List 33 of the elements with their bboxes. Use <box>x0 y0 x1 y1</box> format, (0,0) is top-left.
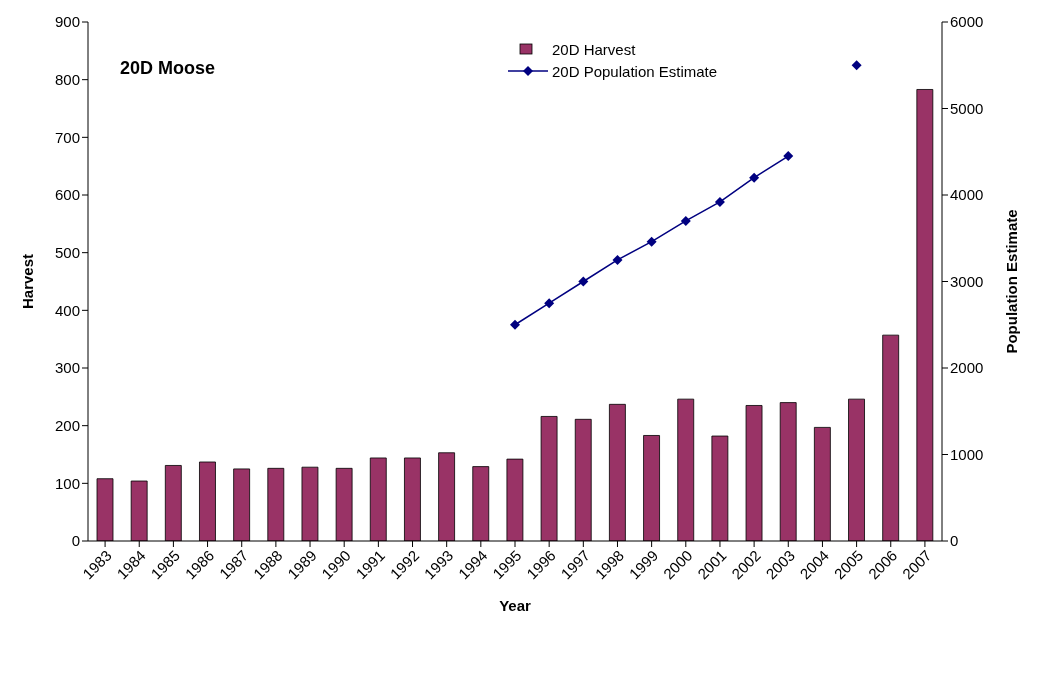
point <box>783 151 794 162</box>
point <box>612 254 623 265</box>
y-tick-label: 300 <box>54 359 80 377</box>
point <box>714 196 725 207</box>
y2-tick-label: 3000 <box>950 272 984 290</box>
y2-tick-label: 4000 <box>950 186 984 204</box>
y-tick-label: 900 <box>54 13 80 31</box>
y-tick-label: 500 <box>54 243 80 261</box>
text: 20D Moose <box>120 58 216 79</box>
legend-label: 20D Population Estimate <box>552 62 718 80</box>
y2-tick-label: 6000 <box>950 13 984 31</box>
y-tick-label: 600 <box>54 186 80 204</box>
point <box>680 215 691 226</box>
y2-tick-label: 1000 <box>950 445 984 463</box>
y2-tick-label: 0 <box>950 532 959 550</box>
y2-axis-title: Population Estimate <box>1003 209 1021 354</box>
y2-tick-label: 2000 <box>950 359 984 377</box>
y-tick-label: 100 <box>54 474 80 492</box>
point <box>544 298 555 309</box>
x-axis-title: Year <box>499 597 532 614</box>
y-axis-title: Harvest <box>19 253 37 310</box>
point <box>510 319 520 330</box>
y-tick-label: 200 <box>54 416 80 434</box>
y-tick-label: 0 <box>71 532 80 550</box>
y-tick-label: 800 <box>54 70 80 88</box>
y-tick-label: 400 <box>54 301 80 319</box>
point <box>646 236 657 247</box>
y-tick-label: 700 <box>54 128 80 146</box>
y2-tick-label: 5000 <box>950 99 984 117</box>
point <box>749 172 760 183</box>
point <box>578 276 589 287</box>
legend-label: 20D Harvest <box>552 40 636 58</box>
point <box>851 60 862 71</box>
